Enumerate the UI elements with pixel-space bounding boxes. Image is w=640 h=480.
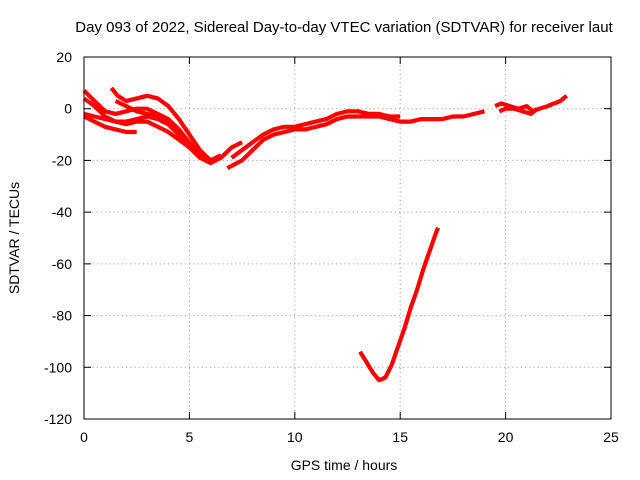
y-tick-label: -80 bbox=[52, 308, 72, 324]
series-trace-7 bbox=[226, 109, 486, 171]
series-trace-6 bbox=[114, 99, 212, 165]
y-tick-label: 0 bbox=[64, 101, 72, 117]
y-tick-label: -60 bbox=[52, 256, 72, 272]
series-trace-8 bbox=[230, 109, 401, 160]
x-axis-label: GPS time / hours bbox=[291, 457, 398, 473]
y-tick-label: -100 bbox=[44, 359, 72, 375]
x-tick-label: 20 bbox=[498, 429, 514, 445]
series-trace-4 bbox=[83, 114, 137, 135]
series-layer bbox=[82, 86, 569, 383]
tick-layer: 0 5 10 15 20 25 -120 -100 -80 -60 -40 -20 0 20 bbox=[44, 49, 619, 445]
grid-layer bbox=[84, 57, 611, 419]
series-trace-1 bbox=[82, 89, 244, 166]
series-trace-5 bbox=[109, 86, 212, 162]
y-axis-label: SDTVAR / TECUs bbox=[6, 182, 22, 294]
x-tick-label: 0 bbox=[80, 429, 88, 445]
chart-title: Day 093 of 2022, Sidereal Day-to-day VTE… bbox=[75, 19, 613, 36]
plot-frame bbox=[83, 56, 612, 420]
y-tick-label: -20 bbox=[52, 152, 72, 168]
y-tick-label: 20 bbox=[56, 49, 72, 65]
x-tick-label: 10 bbox=[287, 429, 303, 445]
series-trace-11 bbox=[358, 226, 441, 383]
x-tick-label: 25 bbox=[603, 429, 619, 445]
x-tick-label: 15 bbox=[392, 429, 408, 445]
x-tick-label: 5 bbox=[186, 429, 194, 445]
y-tick-label: -40 bbox=[52, 204, 72, 220]
series-trace-10 bbox=[498, 106, 539, 116]
y-tick-label: -120 bbox=[44, 411, 72, 427]
